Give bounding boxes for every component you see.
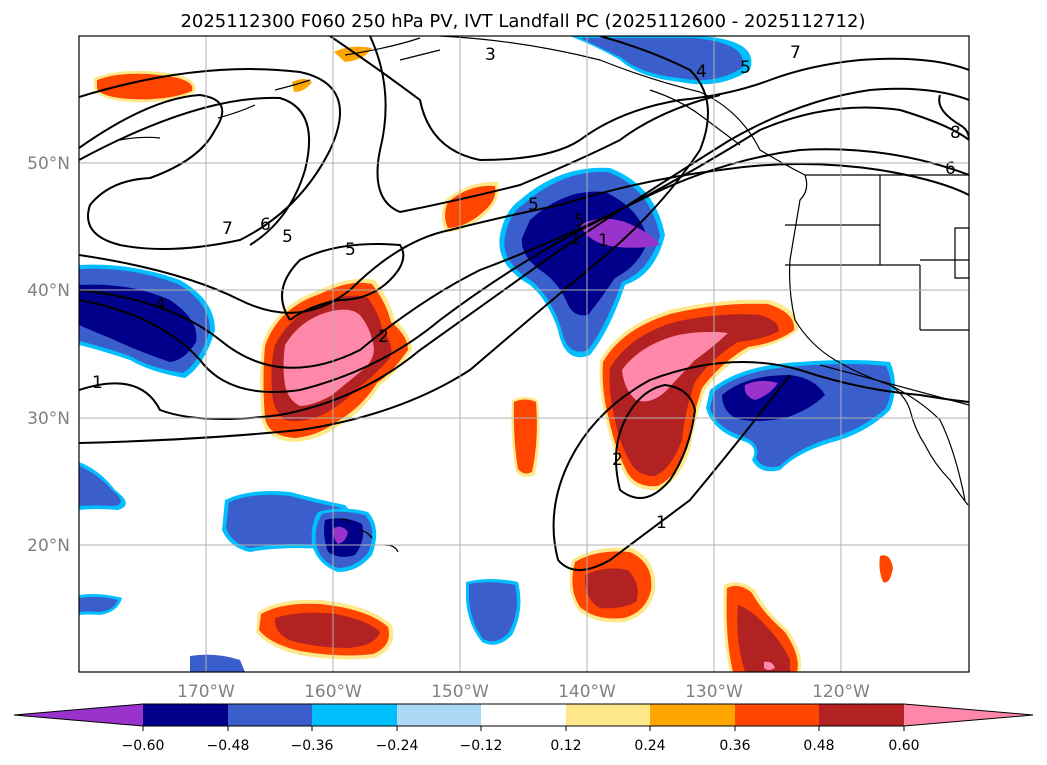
lon-label: 160°W xyxy=(304,682,362,702)
lat-label: 30°N xyxy=(27,409,70,429)
colorbar-tick-label: −0.24 xyxy=(376,738,419,754)
colorbar-bin xyxy=(819,704,904,726)
gridlines xyxy=(79,36,969,672)
positive-pv-shading xyxy=(94,46,893,672)
contour-labels: 3 4 5 7 8 6 7 6 5 5 5 1 4 2 1 2 1 5 1 xyxy=(92,43,961,533)
lon-label: 170°W xyxy=(177,682,235,702)
map-frame xyxy=(78,35,970,673)
colorbar-tick-label: 0.36 xyxy=(719,738,750,754)
colorbar-tick-label: −0.48 xyxy=(207,738,250,754)
colorbar-bin xyxy=(735,704,819,726)
colorbar-bin xyxy=(566,704,650,726)
colorbar-tick-label: −0.12 xyxy=(460,738,503,754)
contour-label: 5 xyxy=(528,195,539,215)
lat-label: 50°N xyxy=(27,154,70,174)
contour-label: 1 xyxy=(92,373,103,393)
lon-label: 140°W xyxy=(558,682,616,702)
contour-label: 8 xyxy=(950,123,961,143)
contour-label: 4 xyxy=(155,295,166,315)
colorbar-tick-label: 0.12 xyxy=(550,738,581,754)
contour-label: 7 xyxy=(790,43,801,63)
colorbar-tick-label: 0.60 xyxy=(888,738,919,754)
contour-label: 1 xyxy=(598,231,609,251)
contour-label: 1 xyxy=(570,229,581,249)
contour-label: 2 xyxy=(612,450,623,470)
coastlines xyxy=(119,36,969,553)
colorbar-tick-label: −0.60 xyxy=(122,738,165,754)
contour-label: 5 xyxy=(574,211,585,231)
colorbar-bin xyxy=(143,704,228,726)
contour-label: 5 xyxy=(740,58,751,78)
contour-label: 7 xyxy=(222,219,233,239)
contour-label: 5 xyxy=(282,227,293,247)
colorbar-bin xyxy=(397,704,481,726)
lon-label: 150°W xyxy=(431,682,489,702)
lat-label: 40°N xyxy=(27,281,70,301)
lon-label: 120°W xyxy=(812,682,870,702)
contour-label: 5 xyxy=(345,240,356,260)
colorbar-extend-left xyxy=(14,704,143,726)
lat-label: 20°N xyxy=(27,536,70,556)
longitude-labels: 170°W 160°W 150°W 140°W 130°W 120°W xyxy=(177,682,870,702)
contour-label: 1 xyxy=(656,513,667,533)
colorbar-tick-label: 0.24 xyxy=(634,738,665,754)
contour-label: 6 xyxy=(945,159,956,179)
colorbar-tick-label: 0.48 xyxy=(803,738,834,754)
contour-label: 4 xyxy=(696,62,707,82)
map-panel: 3 4 5 7 8 6 7 6 5 5 5 1 4 2 1 2 1 5 1 xyxy=(79,36,969,672)
colorbar-bin xyxy=(228,704,312,726)
colorbar-extend-right xyxy=(904,704,1033,726)
colorbar-ticks xyxy=(142,726,905,731)
negative-pv-shading xyxy=(79,36,895,672)
lon-label: 130°W xyxy=(685,682,743,702)
colorbar-tick-label: −0.36 xyxy=(291,738,334,754)
contour-label: 6 xyxy=(260,215,271,235)
colorbar-bin xyxy=(312,704,397,726)
colorbar: −0.60 −0.48 −0.36 −0.24 −0.12 0.12 0.24 … xyxy=(13,703,1034,754)
latitude-labels: 50°N 40°N 30°N 20°N xyxy=(27,154,70,556)
contour-label: 3 xyxy=(485,45,496,65)
colorbar-bin xyxy=(650,704,735,726)
pv-contours xyxy=(79,36,969,571)
colorbar-bin xyxy=(481,704,566,726)
map-title: 2025112300 F060 250 hPa PV, IVT Landfall… xyxy=(180,11,865,32)
contour-label: 2 xyxy=(378,327,389,347)
